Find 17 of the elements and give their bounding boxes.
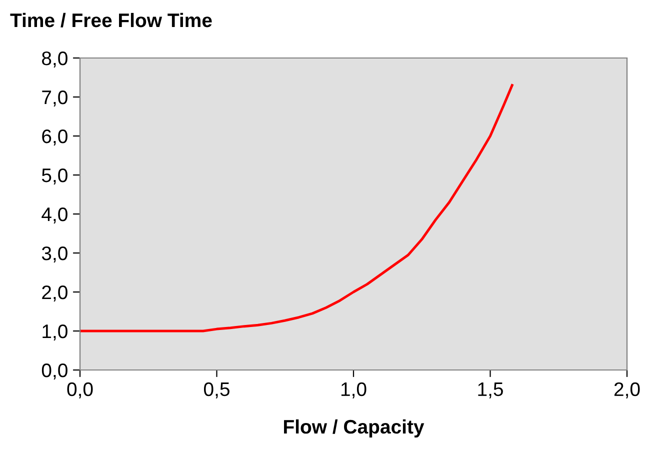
x-tick-label: 1,5 [478, 382, 503, 398]
y-tick-label: 1,0 [42, 324, 68, 341]
x-tick-label: 0,0 [67, 382, 93, 398]
y-tick-label: 6,0 [42, 129, 68, 146]
y-tick-label: 7,0 [42, 90, 68, 107]
x-axis-title: Flow / Capacity [284, 419, 424, 438]
x-tick-label: 0,5 [204, 382, 230, 398]
y-tick-label: 3,0 [42, 246, 68, 263]
y-tick-label: 5,0 [42, 168, 68, 185]
y-tick-label: 0,0 [42, 363, 68, 380]
x-tick-label: 1,0 [341, 382, 366, 398]
y-tick-label: 2,0 [42, 285, 68, 302]
line-series [80, 84, 514, 332]
chart-title: Time / Free Flow Time [10, 12, 212, 28]
y-tick-label: 4,0 [42, 207, 68, 224]
x-tick-label: 2,0 [614, 382, 640, 398]
y-tick-label: 8,0 [42, 51, 68, 68]
